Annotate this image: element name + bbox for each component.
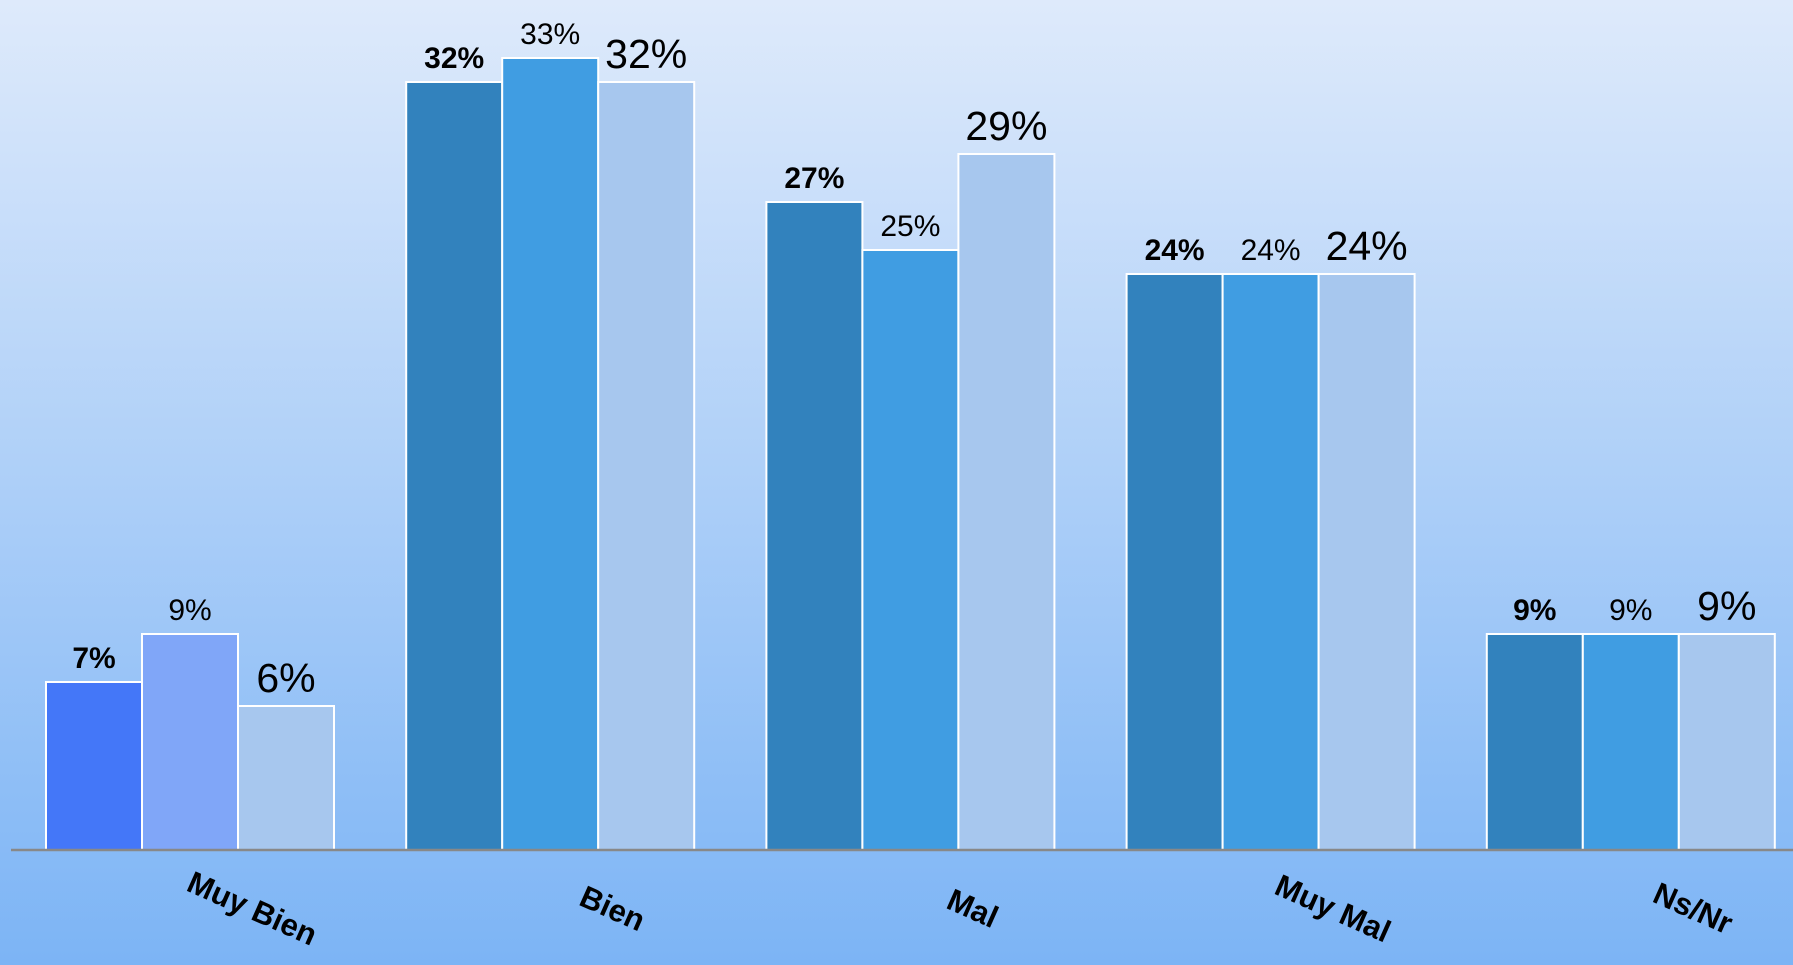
bar bbox=[1221, 273, 1320, 851]
bar bbox=[237, 705, 335, 851]
value-label: 33% bbox=[520, 18, 580, 51]
value-label: 9% bbox=[168, 594, 211, 627]
bar bbox=[1581, 633, 1680, 851]
bar bbox=[501, 57, 600, 851]
bar bbox=[141, 633, 239, 851]
value-label: 9% bbox=[1697, 583, 1756, 629]
bar bbox=[45, 681, 143, 851]
bar bbox=[1317, 273, 1416, 851]
value-label: 25% bbox=[880, 210, 940, 243]
value-label: 24% bbox=[1145, 234, 1205, 267]
value-label: 24% bbox=[1241, 234, 1301, 267]
bar bbox=[957, 153, 1056, 851]
value-label: 29% bbox=[965, 103, 1047, 149]
value-label: 9% bbox=[1609, 594, 1652, 627]
value-label: 7% bbox=[72, 642, 115, 675]
value-label: 32% bbox=[424, 42, 484, 75]
value-label: 9% bbox=[1513, 594, 1556, 627]
bar bbox=[1485, 633, 1584, 851]
bar bbox=[1125, 273, 1224, 851]
bar bbox=[861, 249, 960, 851]
value-label: 32% bbox=[605, 31, 687, 77]
value-label: 6% bbox=[256, 655, 315, 701]
bar bbox=[597, 81, 696, 851]
value-label: 27% bbox=[784, 162, 844, 195]
bar bbox=[765, 201, 864, 851]
bar bbox=[1677, 633, 1776, 851]
bar bbox=[405, 81, 504, 851]
value-label: 24% bbox=[1326, 223, 1408, 269]
